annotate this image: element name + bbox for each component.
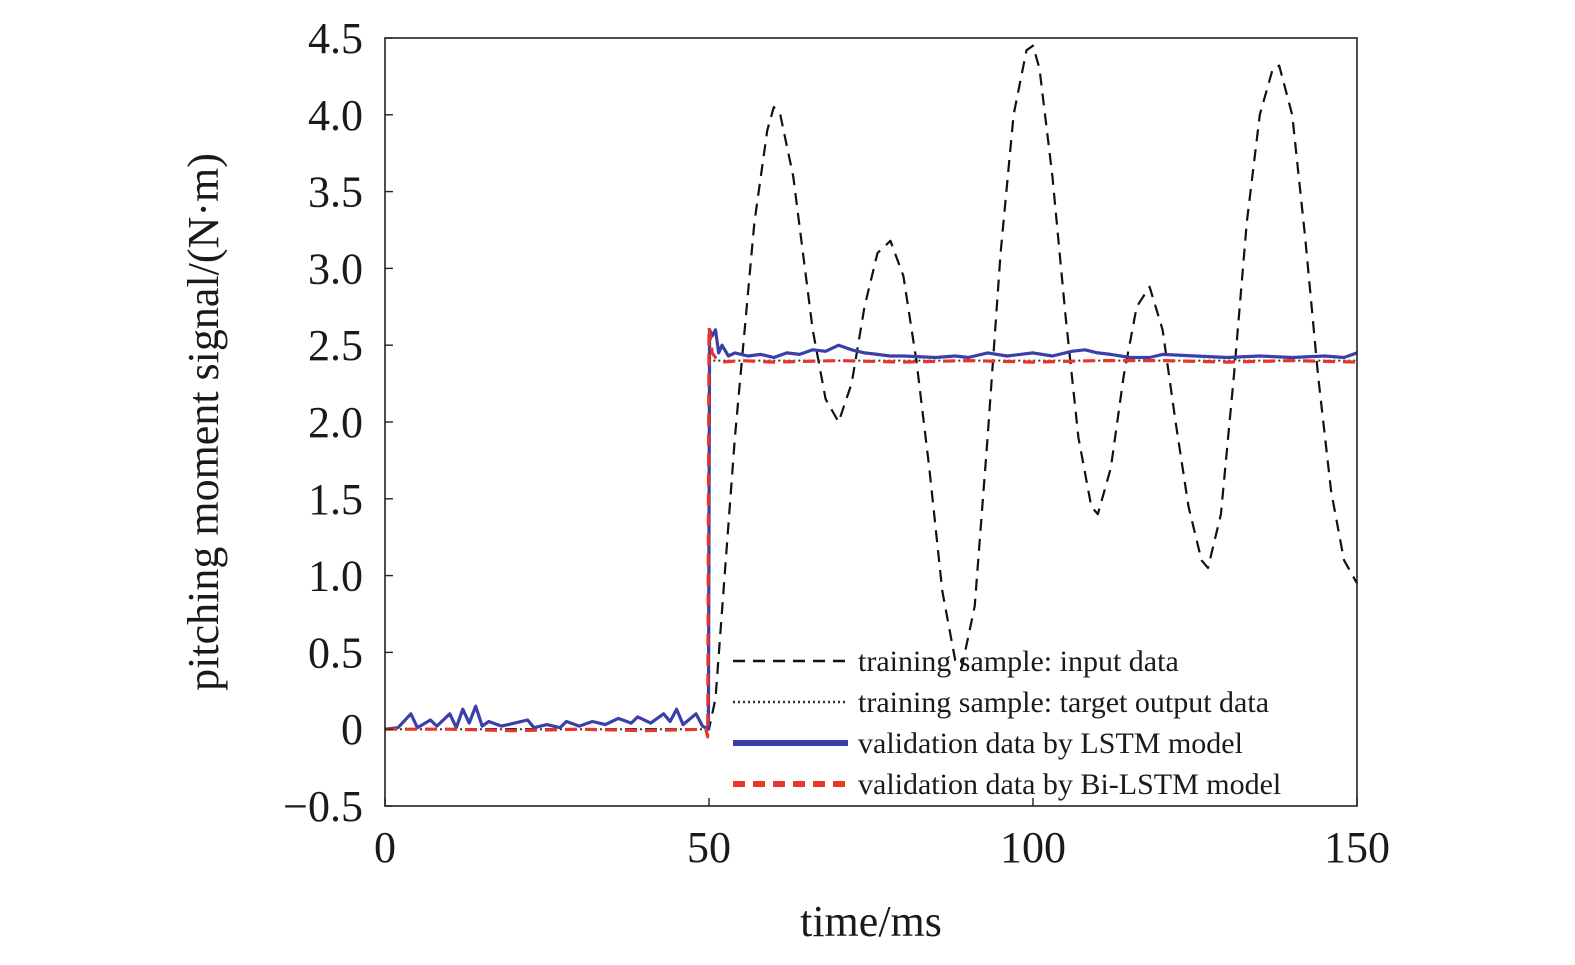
x-axis-label: time/ms [800, 897, 942, 946]
legend-label: validation data by LSTM model [858, 727, 1243, 760]
series-layer [384, 44, 1358, 739]
y-tick-label: 3.5 [308, 168, 363, 217]
y-tick-label: 0 [341, 705, 363, 754]
y-tick-label: −0.5 [283, 782, 363, 831]
y-tick-label: 2.5 [308, 321, 363, 370]
y-tick-label: 0.5 [308, 628, 363, 677]
x-tick-label: 0 [374, 823, 396, 872]
y-tick-label: 4.0 [308, 91, 363, 140]
y-tick-label: 3.0 [308, 244, 363, 293]
x-tick-label: 50 [687, 823, 731, 872]
legend-label: training sample: input data [858, 645, 1179, 678]
x-tick-label: 150 [1324, 823, 1390, 872]
y-tick-label: 1.5 [308, 475, 363, 524]
x-tick-label: 100 [1000, 823, 1066, 872]
legend: training sample: input data training samp… [733, 645, 1281, 801]
y-tick-label: 1.0 [308, 552, 363, 601]
y-tick-label: 2.0 [308, 398, 363, 447]
series-line-4 [385, 325, 1358, 739]
legend-label: training sample: target output data [858, 686, 1269, 719]
y-axis-label: pitching moment signal/(N·m) [179, 153, 228, 691]
y-tick-label: 4.5 [308, 14, 363, 63]
series-line-3 [384, 328, 1358, 731]
legend-label: validation data by Bi-LSTM model [858, 768, 1281, 801]
ticks-layer: −0.500.51.01.52.02.53.03.54.04.50 50 100 15… [283, 14, 1390, 872]
series-line-1 [385, 44, 1358, 731]
